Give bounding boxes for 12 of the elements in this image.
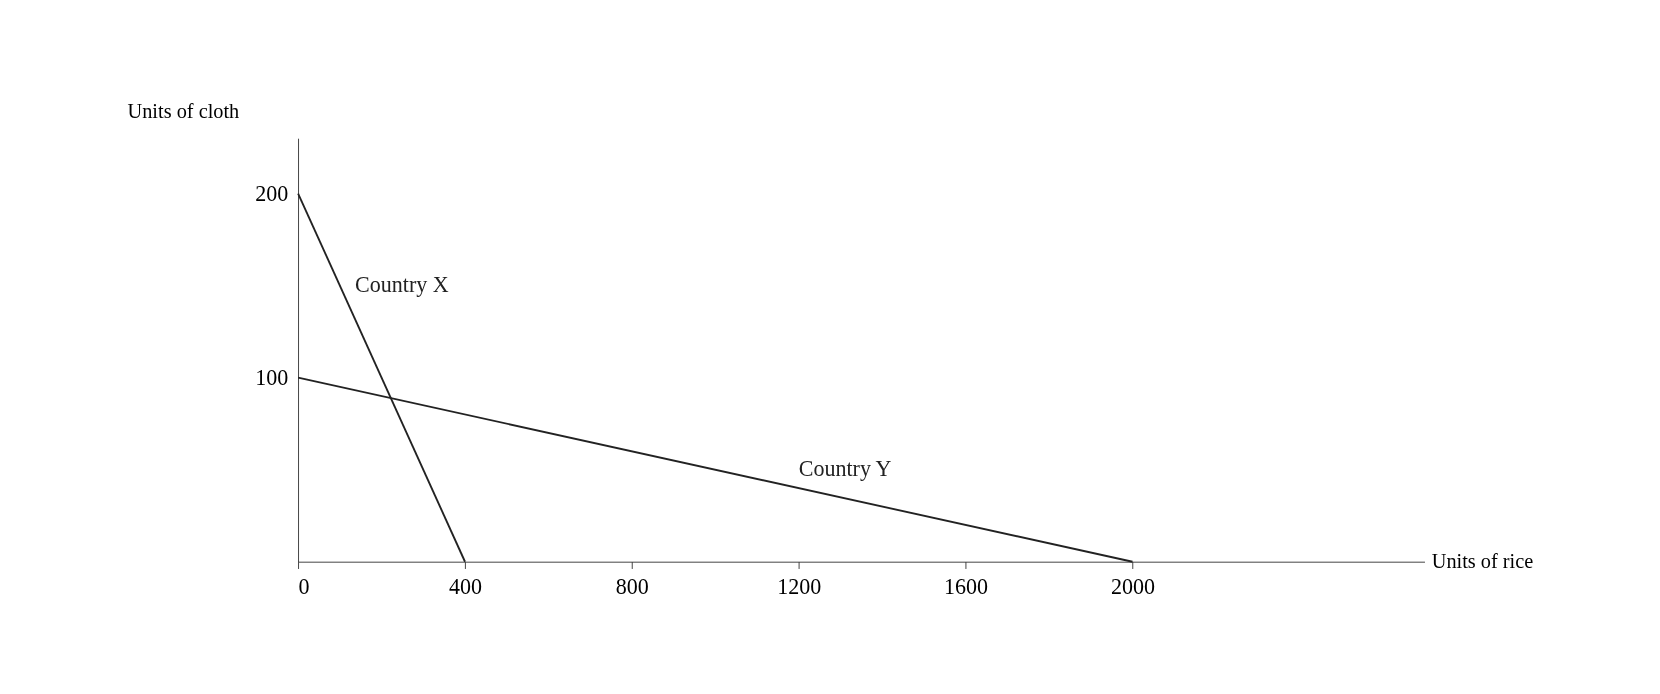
x-tick-label: 2000: [1110, 573, 1155, 599]
y-axis-title: Units of cloth: [127, 99, 240, 122]
y-tick-label: 200: [255, 180, 289, 206]
x-tick-label: 400: [448, 573, 482, 599]
series-label: Country Y: [798, 456, 892, 482]
series-label: Country X: [355, 272, 449, 298]
y-tick-label: 100: [255, 364, 289, 390]
x-axis-title: Units of rice: [1431, 550, 1534, 573]
x-tick-label: 1200: [777, 573, 822, 599]
x-tick-label: 0: [298, 573, 310, 599]
x-tick-label: 800: [615, 573, 649, 599]
x-tick-label: 1600: [944, 573, 989, 599]
